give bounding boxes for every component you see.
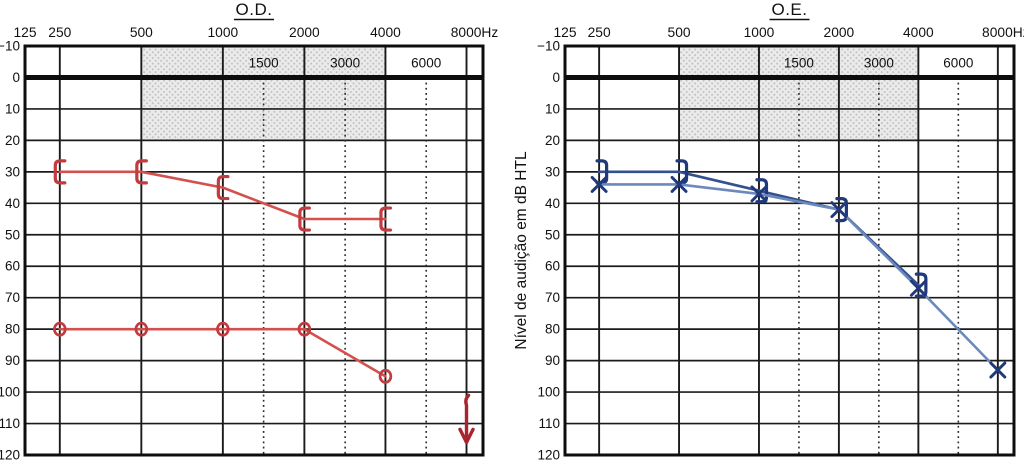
interleaved-label: 6000 bbox=[943, 56, 973, 71]
y-tick-labels: −10 0 10 20 30 40 50 60 70 80 90 100 110 120 bbox=[537, 39, 560, 463]
x-tick-label: 2000 bbox=[289, 25, 320, 40]
y-tick-label: −10 bbox=[537, 39, 560, 54]
interleaved-label: 3000 bbox=[864, 56, 894, 71]
chart-title: O.D. bbox=[236, 0, 273, 19]
x-tick-label: 4000 bbox=[370, 25, 401, 40]
bone-conduction-left-marker bbox=[835, 197, 848, 223]
bone-conduction-left-marker bbox=[675, 159, 689, 185]
x-tick-label: 250 bbox=[48, 25, 71, 40]
y-tick-label: 60 bbox=[5, 259, 20, 274]
interleaved-label: 3000 bbox=[330, 56, 360, 71]
y-tick-label: 30 bbox=[545, 164, 560, 179]
y-tick-label: 70 bbox=[545, 290, 560, 305]
y-tick-label: 60 bbox=[545, 259, 560, 274]
x-tick-label: 1000 bbox=[208, 25, 239, 40]
y-tick-label: 70 bbox=[5, 290, 20, 305]
interleaved-label: 1500 bbox=[249, 56, 279, 71]
x-tick-label: 250 bbox=[588, 25, 611, 40]
y-tick-labels: −10 0 10 20 30 40 50 60 70 80 90 100 110 120 bbox=[0, 39, 20, 463]
chart-title: O.E. bbox=[771, 0, 807, 19]
x-tick-label: 500 bbox=[130, 25, 153, 40]
bone-conduction-right-marker bbox=[53, 159, 67, 185]
air-conduction-right-marker bbox=[297, 321, 312, 337]
y-tick-label: 90 bbox=[545, 353, 560, 368]
plot-frame bbox=[23, 44, 485, 457]
y-tick-label: 80 bbox=[5, 322, 20, 337]
x-tick-labels: 125 250 500 1000 2000 4000 8000Hz bbox=[13, 25, 498, 40]
y-tick-label: 90 bbox=[5, 353, 20, 368]
dotted-gridlines bbox=[262, 77, 428, 455]
bone-conduction-left-marker bbox=[595, 159, 609, 185]
air-conduction-right-marker bbox=[378, 368, 393, 384]
y-tick-label: 20 bbox=[5, 133, 20, 148]
no-response-right-marker bbox=[458, 393, 475, 445]
bone-conduction-left-marker bbox=[755, 178, 769, 204]
bone-conduction-right-marker bbox=[135, 159, 148, 185]
y-tick-label: 120 bbox=[537, 448, 560, 463]
interleaved-label: 6000 bbox=[411, 56, 441, 71]
x-tick-label: 4000 bbox=[903, 25, 934, 40]
y-tick-label: 10 bbox=[545, 101, 560, 116]
air-conduction-right-line bbox=[58, 327, 387, 378]
y-tick-label: 40 bbox=[5, 196, 20, 211]
y-tick-label: 30 bbox=[5, 164, 20, 179]
x-gridlines bbox=[58, 46, 468, 455]
air-conduction-right-marker bbox=[216, 321, 230, 337]
y-tick-label: 0 bbox=[552, 70, 560, 85]
bone-conduction-left-marker bbox=[914, 272, 928, 298]
x-tick-labels: 125 250 500 1000 2000 4000 8000Hz bbox=[553, 25, 1024, 40]
air-conduction-left-marker bbox=[830, 201, 848, 219]
x-tick-label: 8000Hz bbox=[982, 25, 1024, 40]
y-tick-label: 20 bbox=[545, 133, 560, 148]
air-conduction-left-marker bbox=[750, 185, 768, 203]
air-conduction-left-marker bbox=[989, 361, 1007, 379]
x-tick-label: 1000 bbox=[744, 25, 775, 40]
air-conduction-left-line bbox=[597, 183, 1000, 372]
x-tick-label: 125 bbox=[553, 25, 576, 40]
air-conduction-left-marker bbox=[909, 279, 927, 297]
x-tick-label: 500 bbox=[668, 25, 691, 40]
y-tick-label: 100 bbox=[0, 385, 20, 400]
bone-conduction-right-marker bbox=[216, 174, 230, 201]
air-conduction-right-marker bbox=[134, 321, 149, 337]
bone-conduction-right-marker bbox=[379, 206, 393, 232]
y-tick-label: 110 bbox=[0, 416, 20, 431]
y-tick-label: 40 bbox=[545, 196, 560, 211]
y-tick-label: 110 bbox=[538, 416, 560, 431]
air-conduction-right-marker bbox=[53, 321, 67, 337]
air-conduction-left-marker bbox=[670, 175, 688, 193]
interleaved-labels: 1500 3000 6000 bbox=[784, 56, 973, 71]
y-tick-label: 120 bbox=[0, 448, 20, 463]
interleaved-label: 1500 bbox=[784, 56, 814, 71]
y-tick-label: 80 bbox=[545, 322, 560, 337]
x-tick-label: 2000 bbox=[824, 25, 855, 40]
audiogram-oe-chart: −10 0 10 20 30 40 50 60 70 80 90 100 110 120 125 250 500… bbox=[513, 0, 1024, 463]
x-gridlines bbox=[598, 46, 999, 455]
y-tick-label: 50 bbox=[5, 227, 20, 242]
audiogram-od-chart: −10 0 10 20 30 40 50 60 70 80 90 100 110 120 125 250 500… bbox=[0, 0, 498, 463]
plot-frame bbox=[563, 44, 1016, 457]
bone-conduction-right-line bbox=[58, 170, 387, 221]
interleaved-labels: 1500 3000 6000 bbox=[249, 56, 442, 71]
y-axis-title: Nível de audição em dB HTL bbox=[513, 151, 530, 350]
y-tick-label: 0 bbox=[12, 70, 20, 85]
x-tick-label: 125 bbox=[13, 25, 36, 40]
y-tick-label: 50 bbox=[545, 227, 560, 242]
y-tick-label: −10 bbox=[0, 39, 20, 54]
dotted-gridlines bbox=[798, 77, 960, 455]
y-tick-label: 100 bbox=[537, 385, 560, 400]
air-conduction-left-marker bbox=[590, 175, 608, 193]
bone-conduction-right-marker bbox=[298, 206, 311, 232]
y-tick-label: 10 bbox=[5, 101, 20, 116]
x-tick-label: 8000Hz bbox=[451, 25, 499, 40]
